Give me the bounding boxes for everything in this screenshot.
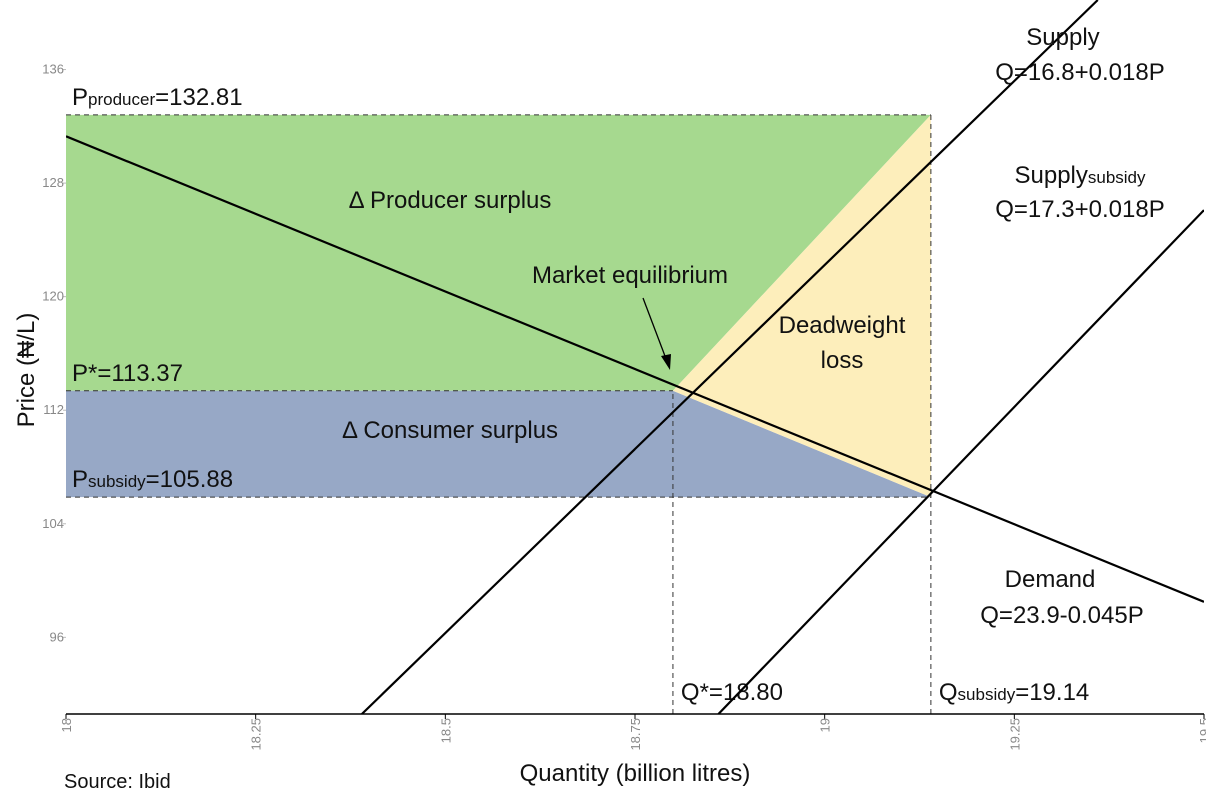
curve-equation: Q=16.8+0.018P xyxy=(995,59,1164,86)
y-tick-label: 120 xyxy=(42,289,64,304)
curve-name: Supplysubsidy xyxy=(1014,162,1146,189)
source: Source: Ibid xyxy=(64,771,171,791)
label-part: P xyxy=(72,84,88,111)
reference-label: Psubsidy=105.88 xyxy=(72,466,233,493)
y-tick-label: 96 xyxy=(50,629,64,644)
curve-name: Supply xyxy=(1026,24,1099,51)
label-part: Demand xyxy=(1005,566,1096,593)
x-tick-label: 18.5 xyxy=(438,718,453,743)
reference-label: Q*=18.80 xyxy=(681,679,783,706)
label-part: Q xyxy=(939,679,958,706)
label-part: =19.14 xyxy=(1015,679,1089,706)
label-part: P*=113.37 xyxy=(72,360,183,387)
area xyxy=(672,114,931,498)
y-tick-label: 136 xyxy=(42,62,64,77)
subscript: subsidy xyxy=(958,685,1016,704)
curve xyxy=(66,135,1204,603)
reference-label: Qsubsidy=19.14 xyxy=(939,679,1089,706)
label-part: =105.88 xyxy=(146,466,233,493)
arrow-head xyxy=(661,354,671,370)
y-tick-label: 112 xyxy=(43,402,64,417)
x-tick-label: 18 xyxy=(59,718,74,732)
label-part: P xyxy=(72,466,88,493)
x-axis-label: Quantity (billion litres) xyxy=(520,760,751,787)
arrow xyxy=(642,297,669,365)
curve-name: Demand xyxy=(1005,566,1096,593)
area xyxy=(66,114,931,391)
curve xyxy=(361,0,1099,714)
subscript: subsidy xyxy=(88,472,146,491)
x-tick-label: 19.5 xyxy=(1197,718,1206,743)
x-tick-label: 19.25 xyxy=(1007,718,1022,751)
y-axis-label: Price (₦/L) xyxy=(13,313,40,428)
curve-equation: Q=23.9-0.045P xyxy=(980,602,1143,629)
curve xyxy=(717,209,1204,714)
area xyxy=(66,390,931,498)
area-label: Δ Consumer surplus xyxy=(342,417,558,444)
label-part: Q*=18.80 xyxy=(681,679,783,706)
label-part: =132.81 xyxy=(155,84,242,111)
subscript: producer xyxy=(88,90,155,109)
x-tick-label: 18.75 xyxy=(628,718,643,751)
area-label: Δ Producer surplus xyxy=(349,187,552,214)
area-label: loss xyxy=(821,347,864,374)
subscript: subsidy xyxy=(1088,168,1146,187)
y-tick-label: 104 xyxy=(42,516,64,531)
x-tick-label: 19 xyxy=(818,718,833,732)
reference-label: Pproducer=132.81 xyxy=(72,84,243,111)
label-part: Supply xyxy=(1026,24,1099,51)
curve-equation: Q=17.3+0.018P xyxy=(995,196,1164,223)
x-tick-label: 18.25 xyxy=(249,718,264,751)
reference-label: P*=113.37 xyxy=(72,360,183,387)
y-tick-label: 128 xyxy=(42,175,64,190)
annotation: Market equilibrium xyxy=(532,262,728,289)
label-part: Supply xyxy=(1014,162,1087,189)
area-label: Deadweight xyxy=(779,312,906,339)
